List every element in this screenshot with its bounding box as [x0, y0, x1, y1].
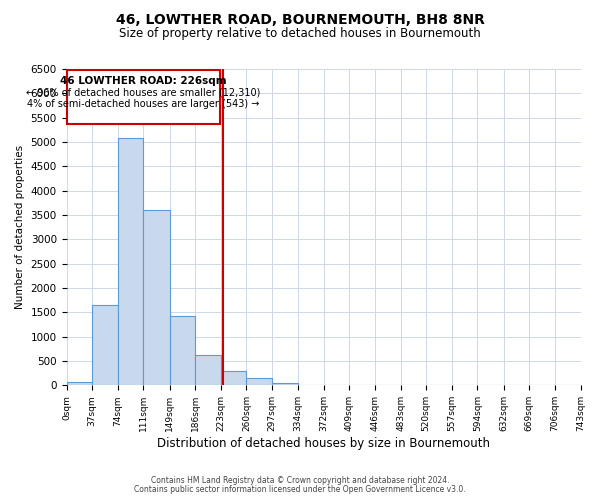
Bar: [143, 210, 170, 386]
Text: Size of property relative to detached houses in Bournemouth: Size of property relative to detached ho…: [119, 28, 481, 40]
Text: 4% of semi-detached houses are larger (543) →: 4% of semi-detached houses are larger (5…: [28, 98, 260, 108]
Bar: [67, 70, 220, 124]
Bar: [67, 382, 92, 386]
Text: Contains public sector information licensed under the Open Government Licence v3: Contains public sector information licen…: [134, 485, 466, 494]
Text: ← 96% of detached houses are smaller (12,310): ← 96% of detached houses are smaller (12…: [26, 88, 261, 98]
Bar: [118, 138, 143, 386]
Text: 46, LOWTHER ROAD, BOURNEMOUTH, BH8 8NR: 46, LOWTHER ROAD, BOURNEMOUTH, BH8 8NR: [116, 12, 484, 26]
Bar: [272, 383, 298, 386]
Bar: [221, 370, 247, 386]
Bar: [92, 305, 118, 386]
Bar: [247, 378, 272, 386]
Bar: [195, 355, 221, 386]
Y-axis label: Number of detached properties: Number of detached properties: [15, 145, 25, 309]
Text: Contains HM Land Registry data © Crown copyright and database right 2024.: Contains HM Land Registry data © Crown c…: [151, 476, 449, 485]
X-axis label: Distribution of detached houses by size in Bournemouth: Distribution of detached houses by size …: [157, 437, 490, 450]
Bar: [170, 316, 195, 386]
Text: 46 LOWTHER ROAD: 226sqm: 46 LOWTHER ROAD: 226sqm: [61, 76, 227, 86]
